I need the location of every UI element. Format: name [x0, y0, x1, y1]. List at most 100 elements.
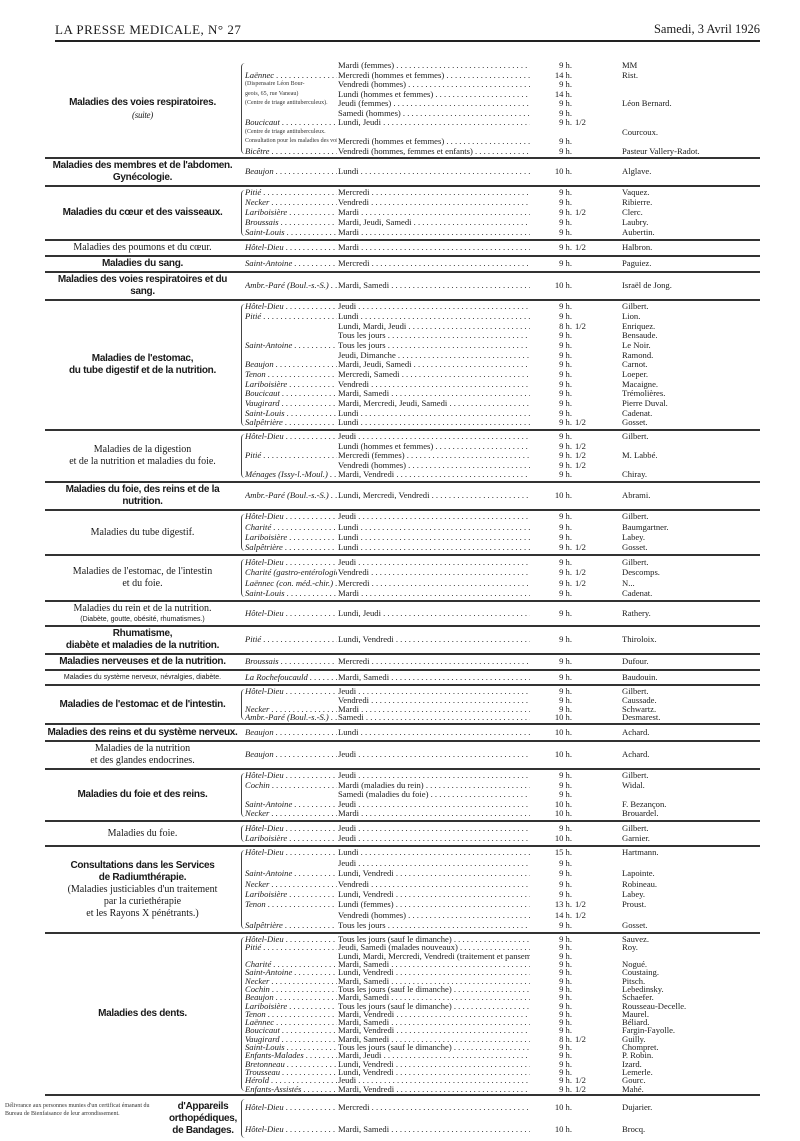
consultation-days: Mardi (femmes): [338, 61, 530, 70]
consultation-hour: 9 h.: [559, 1026, 572, 1036]
physician-name: Gilbert.: [622, 432, 649, 442]
consultation-hour: 9 h.: [559, 1068, 572, 1077]
hospital-name: Enfants-Assistés: [245, 1085, 337, 1094]
hospital-name: Pitié: [245, 188, 337, 197]
label-line: Maladies de l'estomac et de l'intestin.: [59, 698, 226, 710]
hospital-name: Vaugirard: [245, 1035, 337, 1044]
physician-name: Vaquez.: [622, 188, 650, 198]
consultation-hour: 10 h.: [554, 281, 572, 291]
physician-name: Loeper.: [622, 369, 649, 379]
hospital-name: Charité (gastro-entérologie): [245, 568, 337, 577]
label-line: Maladies des poumons et du cœur.: [73, 242, 212, 253]
schedule-row: SalpêtrièreLundi 9 h.1/2 Gosset.: [245, 418, 760, 427]
consultation-days: Lundi: [338, 543, 530, 552]
label-line: (Maladies justiciables d'un traitement: [67, 883, 218, 895]
consultation-hour: 14 h.: [554, 70, 572, 80]
schedule-row: LariboisièreLundi 9 h. Labey.: [245, 533, 760, 542]
consultation-days: Jeudi: [338, 687, 530, 696]
consultation-hour: 9 h.: [559, 389, 572, 399]
schedule-row: CochinMardi (maladies du rein) 9 h. Widal.: [245, 781, 760, 790]
consultation-hour: 9 h.: [559, 823, 572, 833]
consultation-days: Lundi (hommes et femmes): [338, 90, 530, 99]
consultation-hour: 9 h.: [559, 218, 572, 228]
consultation-days: Mardi, Samedi: [338, 281, 530, 290]
hospital-name: Hérold: [245, 1076, 337, 1085]
label-line: Maladies de la nutrition: [94, 743, 191, 754]
physician-name: Baudouin.: [622, 672, 658, 682]
consultation-hour: 9 h.: [559, 379, 572, 389]
hour-fraction: 1/2: [575, 460, 586, 470]
consultation-days: Mardi, Vendredi: [338, 470, 530, 479]
schedule-section: Maladies du foie, des reins et de la nut…: [45, 483, 760, 511]
brace-divider: [241, 63, 245, 154]
hospital-name: Bretonneau: [245, 1060, 337, 1069]
disease-category-label: Maladies nerveuses et de la nutrition.: [45, 655, 240, 669]
hospital-name: Saint-Louis: [245, 1043, 337, 1052]
consultation-hour: 10 h.: [554, 491, 572, 501]
schedule-row: Tous les jours 9 h. Bensaude.: [245, 331, 760, 340]
schedule-row: Saint-LouisMardi 9 h. Aubertin.: [245, 228, 760, 237]
schedule-section: Maladies de la digestion et de la nutriti…: [45, 431, 760, 483]
physician-name: Enriquez.: [622, 321, 656, 331]
schedule-section: Consultations dans les Services de Radium…: [45, 847, 760, 934]
brace-divider: [241, 825, 245, 842]
schedule-row: (Centre de triage antituberculeux). Jeudi…: [245, 99, 760, 108]
physician-name: Achard.: [622, 727, 650, 737]
physician-name: Carnot.: [622, 360, 648, 370]
physician-name: Guilly.: [622, 1034, 646, 1044]
schedule-section: Maladies des dents.Hôtel-DieuTous les jo…: [45, 934, 760, 1096]
schedule-row: LariboisièreTous les jours (sauf le dima…: [245, 1002, 760, 1011]
eligibility-note: Délivrance aux personnes munies d'un cer…: [5, 1103, 150, 1117]
consultation-days: Lundi: [338, 523, 530, 532]
consultation-days: Lundi, Vendredi: [338, 968, 530, 977]
schedule-row: (Centre de triage antituberculeux. Courco…: [245, 128, 760, 137]
physician-name: Rathery.: [622, 608, 651, 618]
physician-name: Mahé.: [622, 1084, 644, 1094]
schedule-row: BeaujonLundi 10 h. Alglave.: [245, 167, 760, 176]
schedule-section: Maladies du sang. Saint-AntoineMercredi 9 …: [45, 257, 760, 273]
physician-name: Halbron.: [622, 243, 653, 253]
physician-name: Béliard.: [622, 1018, 650, 1028]
hospital-name: Hôtel-Dieu: [245, 1103, 337, 1112]
consultation-hour: 9 h.: [559, 589, 572, 599]
consultation-days: Jeudi, Samedi (malades nouveaux): [338, 943, 530, 952]
consultation-hour: 9 h.: [559, 408, 572, 418]
schedule-row: CochinTous les jours (sauf le dimanche) 9…: [245, 985, 760, 994]
hospital-name: Salpêtrière: [245, 418, 337, 427]
hospital-name: Saint-Antoine: [245, 341, 337, 350]
hospital-name: Cochin: [245, 985, 337, 994]
physician-name: Descomps.: [622, 568, 660, 578]
consultation-days: Lundi: [338, 728, 530, 737]
schedule-section: Rhumatisme, diabète et maladies de la nut…: [45, 627, 760, 655]
label-line: Maladies des voies respiratoires.: [69, 96, 216, 108]
hospital-name: Charité: [245, 523, 337, 532]
physician-name: Fargin-Fayolle.: [622, 1026, 676, 1036]
consultation-days: Mardi: [338, 243, 530, 252]
consultation-days: Mardi: [338, 228, 530, 237]
schedule-section: Maladies du tube digestif. Hôtel-DieuJeud…: [45, 511, 760, 556]
schedule-row: Jeudi, Dimanche 9 h. Ramond.: [245, 351, 760, 360]
consultation-hour: 9 h.: [559, 1043, 572, 1053]
brace-divider: [241, 773, 245, 817]
consultation-days: Mercredi, Samedi: [338, 370, 530, 379]
consultation-hour: 9 h.: [559, 108, 572, 118]
consultation-hour: 9 h.: [559, 61, 572, 71]
hospital-name: Tenon: [245, 1010, 337, 1019]
consultation-hour: 9 h.: [559, 635, 572, 645]
physician-name: Brocq.: [622, 1124, 646, 1134]
schedule-section: Délivrance aux personnes munies d'un cer…: [5, 1096, 760, 1141]
schedule-rows: Hôtel-DieuJeudi9 h.Gilbert.Lundi (hommes…: [245, 432, 760, 480]
hour-fraction: 1/2: [575, 208, 586, 218]
hospital-name: Lariboisière: [245, 380, 337, 389]
consultation-days: Lundi, Mardi, Mercredi, Vendredi (traite…: [338, 952, 530, 961]
schedule-row: Saint-LouisTous les jours (sauf le diman…: [245, 1043, 760, 1053]
schedule-section: Maladies nerveuses et de la nutrition. Br…: [45, 655, 760, 671]
hospital-name: Saint-Antoine: [245, 869, 337, 878]
hospital-name: Saint-Louis: [245, 228, 337, 237]
consultation-days: Vendredi: [338, 198, 530, 207]
brace-divider: [241, 514, 245, 551]
consultation-days: Mardi, Jeudi: [338, 1051, 530, 1060]
hospital-name: Boucicaut: [245, 1026, 337, 1035]
hospital-name: Hôtel-Dieu: [245, 1125, 337, 1134]
disease-category-label: Maladies du foie.: [45, 822, 240, 845]
